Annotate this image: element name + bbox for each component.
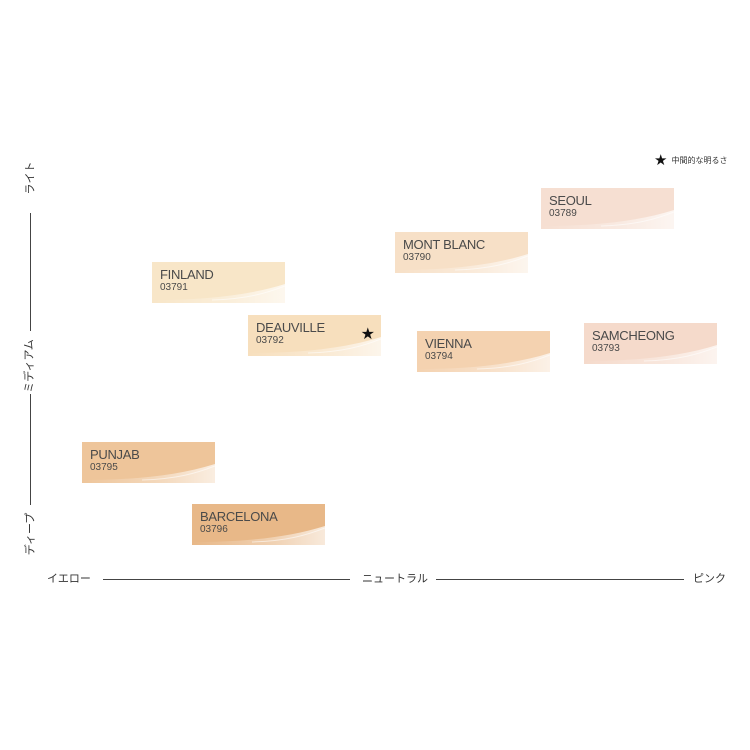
swatch-code: 03791 (160, 282, 188, 293)
x-tick-neutral: ニュートラル (362, 572, 428, 585)
y-tick-medium: ミディアム (22, 338, 38, 394)
star-icon: ★ (654, 151, 668, 169)
y-tick-light: ライト (22, 150, 38, 206)
swatch-code: 03793 (592, 343, 620, 354)
swatch-code: 03789 (549, 208, 577, 219)
swatch-code: 03792 (256, 335, 284, 346)
legend-label: 中間的な明るさ (671, 156, 728, 165)
swatch-seoul: SEOUL 03789 (541, 188, 674, 229)
y-axis-line-lower (29, 394, 31, 505)
swatch-code: 03796 (200, 524, 228, 535)
x-tick-yellow: イエロー (47, 572, 91, 585)
y-tick-medium-label: ミディアム (23, 339, 36, 393)
y-axis: ライト ミディアム ディープ (22, 150, 38, 560)
star-icon: ★ (360, 324, 375, 343)
swatch-name: BARCELONA (200, 509, 278, 524)
swatch-name: SAMCHEONG (592, 328, 675, 343)
swatch-name: VIENNA (425, 336, 472, 351)
swatch-mont-blanc: MONT BLANC 03790 (395, 232, 528, 273)
swatch-code: 03795 (90, 462, 118, 473)
x-axis: イエロー ニュートラル ピンク (0, 572, 750, 586)
swatch-name: MONT BLANC (403, 237, 485, 252)
legend: ★ 中間的な明るさ (654, 153, 727, 168)
y-tick-light-label: ライト (23, 161, 36, 195)
x-axis-line-right (436, 578, 684, 580)
x-axis-line-left (103, 578, 350, 580)
y-tick-deep-label: ディープ (23, 512, 37, 556)
swatch-name: FINLAND (160, 267, 214, 282)
swatch-punjab: PUNJAB 03795 (82, 442, 215, 483)
y-tick-deep: ディープ (22, 508, 38, 560)
swatch-finland: FINLAND 03791 (152, 262, 285, 303)
x-tick-pink: ピンク (693, 572, 726, 585)
swatch-vienna: VIENNA 03794 (417, 331, 550, 372)
swatch-code: 03794 (425, 351, 453, 362)
swatch-deauville: DEAUVILLE 03792 ★ (248, 315, 381, 356)
swatch-code: 03790 (403, 252, 431, 263)
swatch-name: SEOUL (549, 193, 592, 208)
swatch-barcelona: BARCELONA 03796 (192, 504, 325, 545)
swatch-name: DEAUVILLE (256, 320, 325, 335)
swatch-name: PUNJAB (90, 447, 140, 462)
y-axis-line-upper (29, 213, 31, 331)
swatch-samcheong: SAMCHEONG 03793 (584, 323, 717, 364)
